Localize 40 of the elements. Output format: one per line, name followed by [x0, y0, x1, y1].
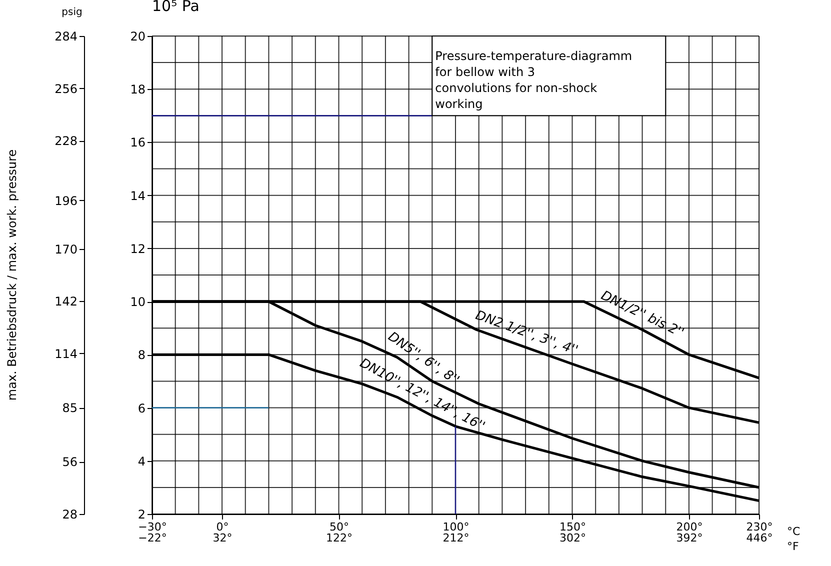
y-tick-label: 18	[130, 82, 146, 97]
x-tick-label: 50°	[330, 520, 350, 534]
y2-tick-label: 28	[62, 508, 78, 522]
x2-tick-label: 302°	[559, 532, 586, 544]
y2-tick-label: 256	[54, 82, 78, 96]
y-axis-title: 10⁵ Pa	[152, 0, 200, 15]
y2-tick-label: 114	[54, 346, 78, 361]
annotation: Pressure-temperature-diagramm for bellow with 3 convolutions for non-shock working	[435, 49, 632, 111]
y2-tick-label: 284	[54, 30, 78, 44]
y2-tick-label: 85	[62, 401, 78, 416]
text: max. Betriebsdruck / max. work. pressure	[5, 149, 19, 401]
y-tick-label: 10	[130, 295, 146, 310]
x2-tick-label: 392°	[676, 532, 703, 544]
y2-tick-label: 170	[54, 242, 78, 256]
y2-axis-title: psig	[62, 7, 82, 18]
y-tick-label: 2	[138, 508, 146, 522]
x-tick-label: 100°	[442, 520, 470, 534]
y-tick-label: 12	[130, 242, 146, 256]
x2-tick-label: 32°	[212, 532, 232, 544]
y-tick-label: 16	[130, 136, 146, 150]
x-tick-label: 230°	[746, 520, 773, 534]
y2-tick-label: 56	[62, 455, 78, 470]
x-tick-label: −30°	[138, 520, 167, 534]
y-tick-label: 14	[130, 188, 146, 203]
y2-tick-label: 196	[54, 194, 78, 208]
x-tick-label: 150°	[559, 520, 586, 534]
x-axis-title: °C °F	[787, 525, 800, 553]
x2-tick-label: −22°	[138, 532, 167, 544]
x-tick-label: 200°	[676, 520, 703, 534]
y2-tick-label: 142	[54, 294, 78, 309]
y-tick-label: 6	[138, 401, 146, 416]
y-tick-label: 8	[138, 348, 146, 362]
y-tick-label: 4	[138, 454, 146, 468]
x2-tick-label: 122°	[326, 532, 353, 544]
y-tick-label: 20	[130, 30, 146, 44]
x2-tick-label: 212°	[442, 532, 470, 544]
x2-tick-label: 446°	[746, 532, 773, 544]
y2-tick-label: 228	[54, 134, 78, 148]
x-tick-label: 0°	[216, 520, 229, 534]
annotation: DN2 1/2'', 3'', 4''	[473, 308, 580, 358]
